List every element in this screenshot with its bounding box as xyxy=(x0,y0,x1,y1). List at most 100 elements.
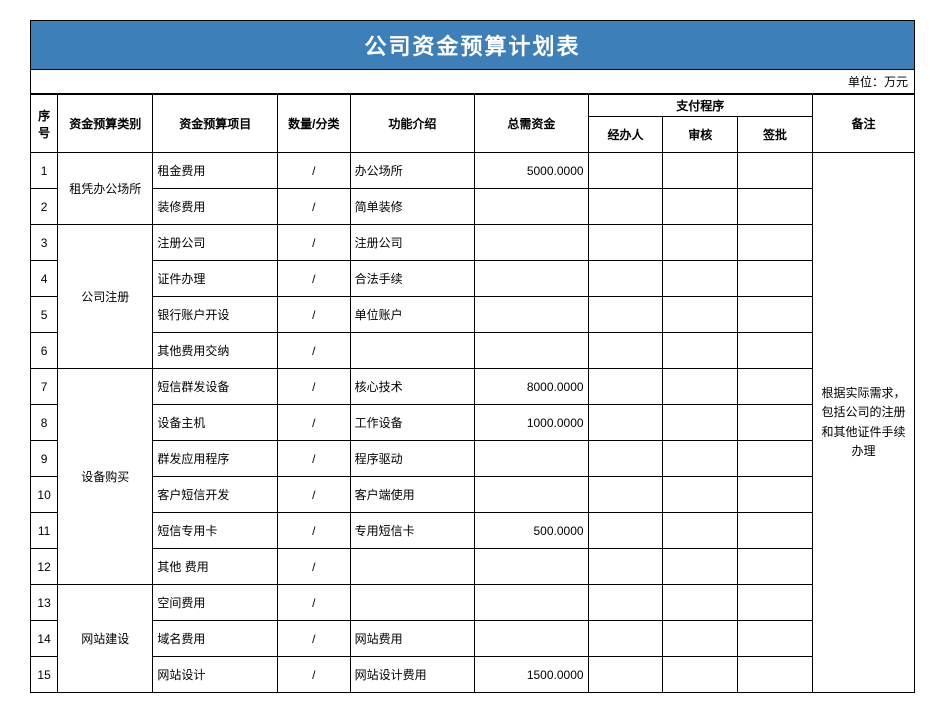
cell-no: 1 xyxy=(31,153,58,189)
cell-amount xyxy=(475,225,588,261)
cell-pay xyxy=(663,477,738,513)
cell-qty: / xyxy=(278,549,351,585)
cell-qty: / xyxy=(278,261,351,297)
cell-pay xyxy=(663,153,738,189)
cell-func: 核心技术 xyxy=(350,369,475,405)
cell-func: 客户端使用 xyxy=(350,477,475,513)
cell-no: 3 xyxy=(31,225,58,261)
cell-pay xyxy=(588,333,663,369)
cell-pay xyxy=(588,189,663,225)
cell-category: 网站建设 xyxy=(58,585,153,693)
cell-qty: / xyxy=(278,189,351,225)
cell-qty: / xyxy=(278,657,351,693)
cell-pay xyxy=(588,261,663,297)
cell-item: 租金费用 xyxy=(153,153,278,189)
cell-pay xyxy=(738,405,813,441)
table-row: 4证件办理/合法手续 xyxy=(31,261,915,297)
cell-no: 9 xyxy=(31,441,58,477)
cell-item: 空间费用 xyxy=(153,585,278,621)
table-row: 6其他费用交纳/ xyxy=(31,333,915,369)
cell-pay xyxy=(738,261,813,297)
cell-amount xyxy=(475,621,588,657)
cell-func: 程序驱动 xyxy=(350,441,475,477)
table-row: 13网站建设空间费用/ xyxy=(31,585,915,621)
cell-pay xyxy=(738,153,813,189)
cell-pay xyxy=(663,621,738,657)
table-row: 1租凭办公场所租金费用/办公场所5000.0000根据实际需求，包括公司的注册和… xyxy=(31,153,915,189)
budget-table: 序号 资金预算类别 资金预算项目 数量/分类 功能介绍 总需资金 支付程序 备注… xyxy=(30,94,915,693)
cell-item: 短信群发设备 xyxy=(153,369,278,405)
cell-no: 5 xyxy=(31,297,58,333)
cell-pay xyxy=(663,585,738,621)
cell-pay xyxy=(663,549,738,585)
cell-qty: / xyxy=(278,297,351,333)
cell-amount xyxy=(475,477,588,513)
cell-pay xyxy=(663,261,738,297)
cell-amount: 8000.0000 xyxy=(475,369,588,405)
cell-category: 租凭办公场所 xyxy=(58,153,153,225)
cell-category: 设备购买 xyxy=(58,369,153,585)
cell-qty: / xyxy=(278,585,351,621)
cell-func: 单位账户 xyxy=(350,297,475,333)
cell-pay xyxy=(663,513,738,549)
cell-pay xyxy=(738,297,813,333)
cell-func: 工作设备 xyxy=(350,405,475,441)
cell-item: 域名费用 xyxy=(153,621,278,657)
cell-pay xyxy=(663,405,738,441)
cell-item: 银行账户开设 xyxy=(153,297,278,333)
cell-item: 证件办理 xyxy=(153,261,278,297)
cell-no: 4 xyxy=(31,261,58,297)
cell-pay xyxy=(663,657,738,693)
th-pay-approve: 签批 xyxy=(738,117,813,153)
th-category: 资金预算类别 xyxy=(58,95,153,153)
cell-qty: / xyxy=(278,333,351,369)
cell-pay xyxy=(738,621,813,657)
cell-pay xyxy=(738,225,813,261)
th-pay-handler: 经办人 xyxy=(588,117,663,153)
table-row: 12其他 费用/ xyxy=(31,549,915,585)
cell-amount xyxy=(475,441,588,477)
cell-func: 注册公司 xyxy=(350,225,475,261)
cell-pay xyxy=(738,657,813,693)
cell-qty: / xyxy=(278,225,351,261)
cell-no: 7 xyxy=(31,369,58,405)
th-paygroup: 支付程序 xyxy=(588,95,812,117)
th-amount: 总需资金 xyxy=(475,95,588,153)
cell-no: 10 xyxy=(31,477,58,513)
cell-item: 注册公司 xyxy=(153,225,278,261)
cell-amount xyxy=(475,333,588,369)
cell-pay xyxy=(738,513,813,549)
cell-pay xyxy=(588,369,663,405)
cell-amount xyxy=(475,189,588,225)
cell-pay xyxy=(588,657,663,693)
cell-qty: / xyxy=(278,513,351,549)
table-row: 5 银行账户开设/单位账户 xyxy=(31,297,915,333)
cell-pay xyxy=(738,333,813,369)
header-row-1: 序号 资金预算类别 资金预算项目 数量/分类 功能介绍 总需资金 支付程序 备注 xyxy=(31,95,915,117)
cell-item: 客户短信开发 xyxy=(153,477,278,513)
cell-func: 网站设计费用 xyxy=(350,657,475,693)
cell-pay xyxy=(588,549,663,585)
cell-amount xyxy=(475,549,588,585)
cell-item: 其他 费用 xyxy=(153,549,278,585)
cell-pay xyxy=(663,333,738,369)
cell-amount: 500.0000 xyxy=(475,513,588,549)
cell-no: 13 xyxy=(31,585,58,621)
table-row: 10客户短信开发/客户端使用 xyxy=(31,477,915,513)
cell-pay xyxy=(663,225,738,261)
cell-pay xyxy=(588,225,663,261)
cell-func: 专用短信卡 xyxy=(350,513,475,549)
cell-pay xyxy=(663,297,738,333)
cell-pay xyxy=(588,441,663,477)
cell-note: 根据实际需求，包括公司的注册和其他证件手续办理 xyxy=(812,153,914,693)
th-note: 备注 xyxy=(812,95,914,153)
cell-pay xyxy=(663,369,738,405)
cell-pay xyxy=(738,189,813,225)
cell-item: 短信专用卡 xyxy=(153,513,278,549)
cell-pay xyxy=(738,369,813,405)
table-row: 7设备购买短信群发设备/核心技术8000.0000 xyxy=(31,369,915,405)
cell-no: 14 xyxy=(31,621,58,657)
cell-func: 网站费用 xyxy=(350,621,475,657)
cell-pay xyxy=(588,621,663,657)
cell-pay xyxy=(738,441,813,477)
